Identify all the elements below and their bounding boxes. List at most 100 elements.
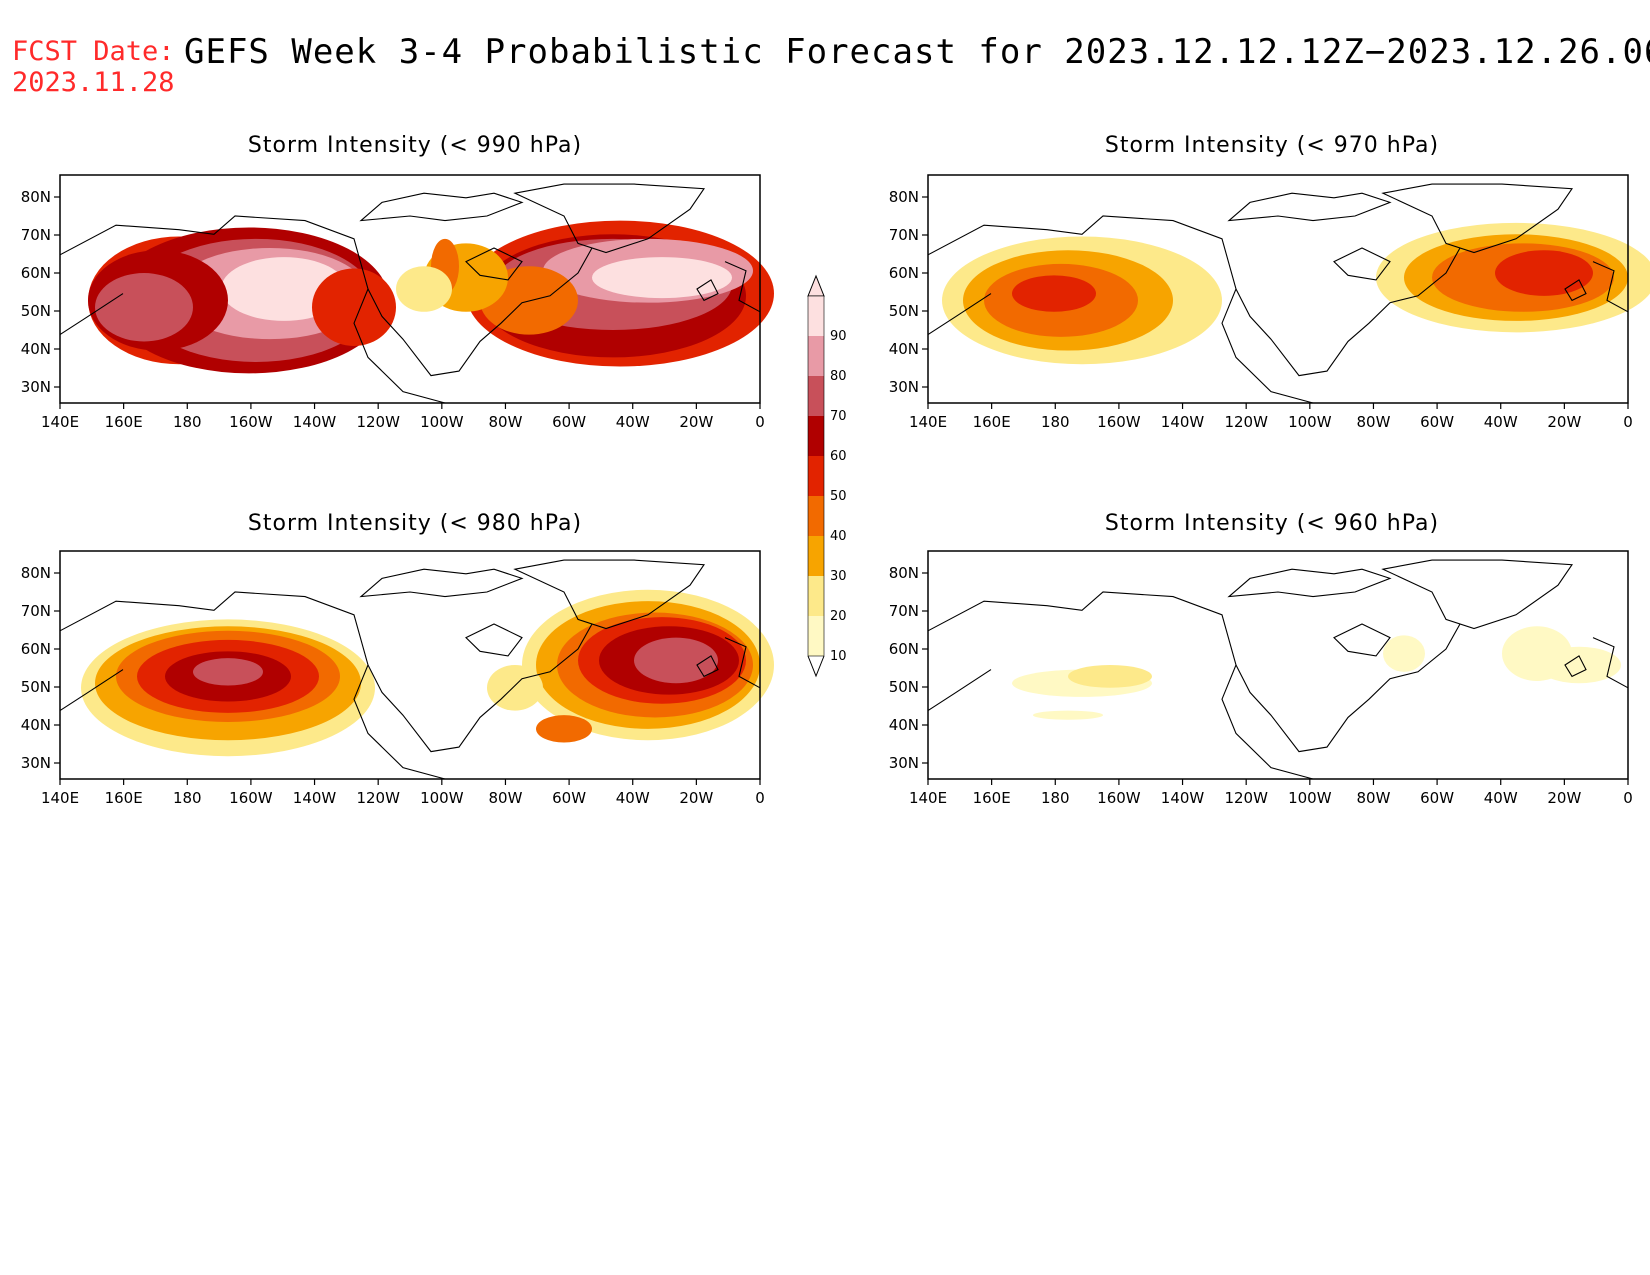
probability-shading-990 [88, 220, 774, 374]
fcst-date-value: 2023.11.28 [12, 67, 175, 98]
colorbar-segment [808, 536, 824, 576]
lat-label: 50N [889, 678, 919, 696]
lat-label: 50N [21, 302, 51, 320]
fcst-date-label: FCST Date: [12, 36, 175, 67]
lon-label: 180 [173, 413, 202, 431]
forecast-date-block: FCST Date: 2023.11.28 [12, 36, 175, 98]
lon-label: 20W [679, 413, 713, 431]
coastline [927, 669, 992, 712]
lon-label: 100W [420, 413, 464, 431]
lon-label: 40W [1484, 413, 1518, 431]
colorbar-label: 10 [830, 649, 847, 664]
probability-shading-970 [942, 222, 1650, 365]
lon-label: 160W [1097, 413, 1141, 431]
coastline [59, 215, 446, 404]
probability-shading-960 [1012, 626, 1621, 720]
map-title-980: Storm Intensity (< 980 hPa) [248, 511, 582, 536]
colorbar-label: 30 [830, 569, 847, 584]
colorbar-bottom-arrow [807, 655, 825, 678]
map-title-970: Storm Intensity (< 970 hPa) [1105, 133, 1439, 158]
lon-label: 100W [1288, 413, 1332, 431]
lat-label: 30N [21, 378, 51, 396]
probability-area [396, 266, 452, 312]
lon-label: 0 [755, 413, 765, 431]
axis-ticks-970: 140E 160E 180 160W 140W 120W 100W 80W 60W 40W 20W 0… [889, 188, 1633, 431]
colorbar-label: 40 [830, 529, 847, 544]
colorbar-label: 50 [830, 489, 847, 504]
lon-label: 20W [1547, 789, 1581, 807]
probability-area [1383, 635, 1425, 672]
probability-area [536, 715, 592, 743]
colorbar-segment [808, 336, 824, 376]
probability-shading-980 [81, 589, 774, 757]
colorbar-border [807, 295, 825, 657]
lat-label: 80N [21, 564, 51, 582]
lon-label: 60W [552, 413, 586, 431]
lon-label: 0 [1623, 413, 1633, 431]
lat-label: 30N [889, 754, 919, 772]
lon-label: 160E [105, 789, 143, 807]
lon-label: 160E [973, 413, 1011, 431]
coastline [513, 183, 705, 254]
lon-label: 60W [552, 789, 586, 807]
coastline [465, 247, 523, 281]
probability-area [95, 273, 193, 342]
lat-label: 60N [21, 264, 51, 282]
coastline [1564, 655, 1587, 678]
lon-label: 140E [41, 789, 79, 807]
colorbar-label: 90 [830, 329, 847, 344]
lat-label: 40N [889, 340, 919, 358]
coastline [1227, 192, 1392, 222]
lon-label: 160W [229, 413, 273, 431]
coastlines-980 [59, 559, 761, 780]
colorbar-segment [808, 576, 824, 616]
lon-label: 180 [173, 789, 202, 807]
coastlines-970 [927, 183, 1629, 404]
map-title-990: Storm Intensity (< 990 hPa) [248, 133, 582, 158]
lon-label: 0 [755, 789, 765, 807]
map-panel-970: Storm Intensity (< 970 hPa) 140E 160E 180 1… [889, 133, 1650, 431]
colorbar-segment [808, 496, 824, 536]
lon-label: 160E [105, 413, 143, 431]
coastline [1381, 183, 1573, 254]
map-frame-970 [927, 174, 1629, 404]
map-frame-960 [927, 550, 1629, 780]
axis-ticks-960: 140E 160E 180 160W 140W 120W 100W 80W 60W 40W 20W 0… [889, 564, 1633, 807]
coastline [1333, 623, 1391, 657]
colorbar-label: 70 [830, 409, 847, 424]
lon-label: 80W [1356, 413, 1390, 431]
coastline [367, 623, 593, 753]
lon-label: 160W [229, 789, 273, 807]
lon-label: 120W [1224, 789, 1268, 807]
probability-area [1068, 665, 1152, 688]
lon-label: 140W [293, 789, 337, 807]
colorbar-label: 60 [830, 449, 847, 464]
lon-label: 80W [1356, 789, 1390, 807]
map-title-960: Storm Intensity (< 960 hPa) [1105, 511, 1439, 536]
colorbar-top-arrow [807, 274, 825, 297]
lat-label: 40N [21, 716, 51, 734]
lon-label: 140W [293, 413, 337, 431]
lon-label: 140E [909, 789, 947, 807]
coastline [927, 591, 1314, 780]
lon-label: 160W [1097, 789, 1141, 807]
coastline [927, 293, 992, 336]
coastline [465, 623, 523, 657]
lon-label: 120W [356, 413, 400, 431]
lat-label: 50N [21, 678, 51, 696]
map-panel-990: Storm Intensity (< 990 hPa) 140E 160E 180 1… [21, 133, 774, 431]
lon-label: 40W [616, 413, 650, 431]
coastline [1333, 247, 1391, 281]
map-frame-980 [59, 550, 761, 780]
lon-label: 40W [1484, 789, 1518, 807]
probability-area [634, 637, 718, 684]
coastline [59, 293, 124, 336]
coastline [696, 655, 719, 678]
lon-label: 120W [356, 789, 400, 807]
coastline [1592, 637, 1629, 689]
coastline [1235, 623, 1461, 753]
coastline [927, 215, 1314, 404]
lat-label: 40N [889, 716, 919, 734]
page-title: GEFS Week 3-4 Probabilistic Forecast for… [184, 32, 1650, 72]
probability-area [193, 658, 263, 686]
